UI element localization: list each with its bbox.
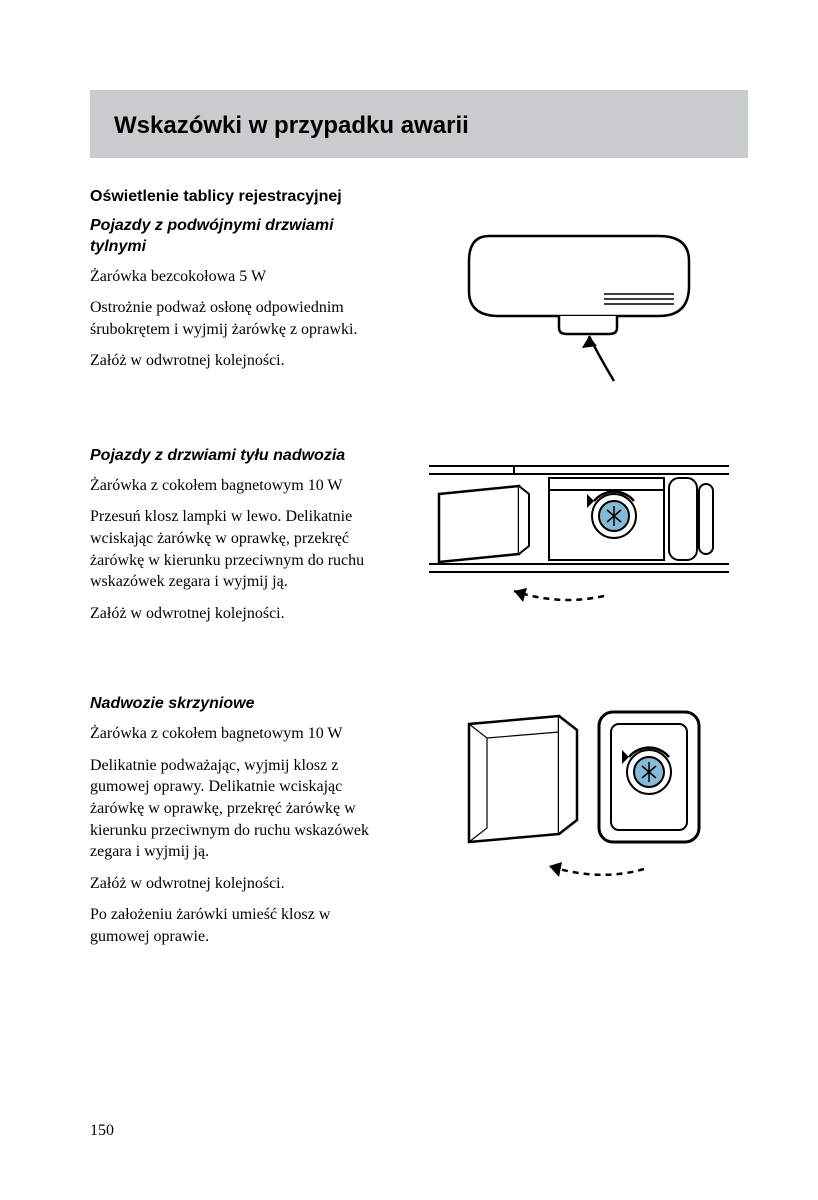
diagram-sliding-cover xyxy=(429,446,729,626)
diagram-lamp-housing xyxy=(449,216,709,386)
subheading-2: Pojazdy z drzwiami tyłu nadwozia xyxy=(90,446,390,467)
page-number: 150 xyxy=(90,1122,114,1140)
para-1-0: Żarówka bezcokołowa 5 W xyxy=(90,266,390,288)
section-heading: Oświetlenie tablicy rejestracyjnej xyxy=(90,188,748,206)
para-2-1: Przesuń klosz lampki w lewo. Delikatnie … xyxy=(90,506,390,592)
section-double-doors: Pojazdy z podwójnymi drzwiami tylnymi Ża… xyxy=(90,216,748,386)
page-header: Wskazówki w przypadku awarii xyxy=(90,90,748,158)
subheading-1: Pojazdy z podwójnymi drzwiami tylnymi xyxy=(90,216,390,258)
section-rear-door: Pojazdy z drzwiami tyłu nadwozia Żarówka… xyxy=(90,446,748,634)
subheading-3: Nadwozie skrzyniowe xyxy=(90,694,390,715)
para-3-1: Delikatnie podważając, wyjmij klosz z gu… xyxy=(90,755,390,863)
para-1-2: Załóż w odwrotnej kolejności. xyxy=(90,350,390,372)
para-2-0: Żarówka z cokołem bagnetowym 10 W xyxy=(90,475,390,497)
para-2-2: Załóż w odwrotnej kolejności. xyxy=(90,603,390,625)
diagram-rubber-frame xyxy=(439,694,719,894)
para-3-0: Żarówka z cokołem bagnetowym 10 W xyxy=(90,723,390,745)
para-1-1: Ostrożnie podważ osłonę odpowiednim śrub… xyxy=(90,297,390,340)
page-title: Wskazówki w przypadku awarii xyxy=(114,112,748,140)
section-box-body: Nadwozie skrzyniowe Żarówka z cokołem ba… xyxy=(90,694,748,957)
para-3-3: Po założeniu żarówki umieść klosz w gumo… xyxy=(90,904,390,947)
para-3-2: Załóż w odwrotnej kolejności. xyxy=(90,873,390,895)
